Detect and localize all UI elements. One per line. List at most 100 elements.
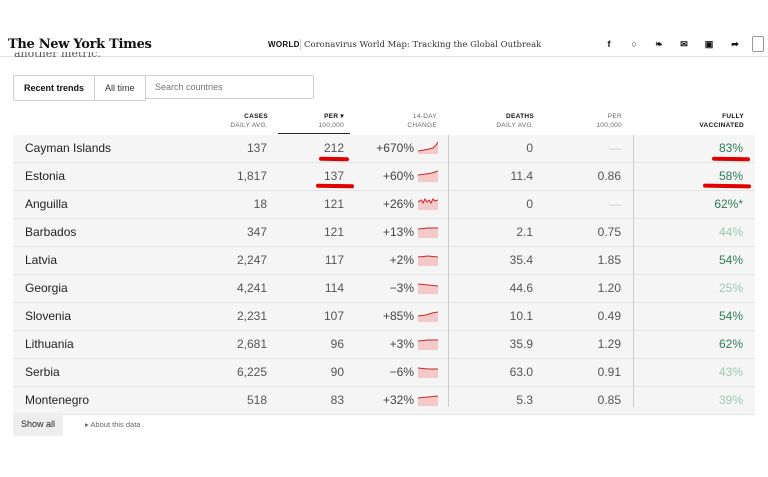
change-cell: +13% [382, 225, 414, 239]
table-row[interactable]: Cayman Islands 137 212 +670% 0 — 83% [13, 135, 755, 163]
country-table: Cayman Islands 137 212 +670% 0 — 83% Estonia 1,… [13, 135, 755, 415]
trend-sparkline [418, 198, 438, 210]
header-fully-vaccinated[interactable]: FULLY VACCINATED [699, 113, 744, 129]
per-100k-cell: 137 [323, 169, 344, 183]
table-row[interactable]: Slovenia 2,231 107 +85% 10.1 0.49 54% [13, 303, 755, 331]
header-cases[interactable]: CASES DAILY AVG. [230, 113, 268, 129]
vaccinated-cell: 83% [718, 141, 743, 155]
column-divider [448, 135, 449, 407]
red-highlight-mark [318, 156, 350, 162]
table-row[interactable]: Anguilla 18 121 +26% 0 — 62%* [13, 191, 755, 219]
change-cell: −3% [389, 281, 414, 295]
country-name: Latvia [25, 253, 58, 267]
deaths-cell: 2.1 [516, 225, 533, 239]
per-100k-cell: 121 [323, 197, 344, 211]
table-row[interactable]: Georgia 4,241 114 −3% 44.6 1.20 25% [13, 275, 755, 303]
vaccinated-cell: 62% [718, 337, 743, 351]
trend-sparkline [418, 395, 438, 406]
header-14day-change[interactable]: 14-DAY CHANGE [407, 113, 437, 129]
about-data-link[interactable]: ▸ About this data [85, 420, 141, 429]
deaths-cell: 5.3 [516, 393, 533, 407]
trend-sparkline [418, 142, 438, 154]
page-headline: Coronavirus World Map: Tracking the Glob… [304, 40, 542, 50]
tab-all-time[interactable]: All time [105, 83, 135, 93]
trend-sparkline [418, 311, 438, 322]
country-name: Anguilla [25, 197, 68, 211]
nyt-logo[interactable]: The New York Times [8, 37, 152, 52]
deaths-per-100k-cell: 1.85 [597, 253, 621, 267]
deaths-cell: 0 [526, 141, 533, 155]
deaths-cell: 11.4 [510, 169, 533, 183]
deaths-per-100k-cell: — [609, 197, 621, 211]
vaccinated-cell: 54% [718, 309, 743, 323]
email-icon[interactable]: ✉ [680, 39, 688, 49]
per-100k-cell: 114 [324, 281, 344, 295]
table-row[interactable]: Barbados 347 121 +13% 2.1 0.75 44% [13, 219, 755, 247]
change-cell: +2% [389, 253, 414, 267]
facebook-icon[interactable]: f [607, 39, 611, 49]
cases-cell: 347 [246, 225, 267, 239]
trend-sparkline [418, 283, 438, 294]
vaccinated-cell: 54% [718, 253, 743, 267]
cases-cell: 2,231 [236, 309, 267, 323]
trend-sparkline [418, 339, 438, 350]
deaths-cell: 35.4 [509, 253, 533, 267]
section-label[interactable]: WORLD [268, 40, 300, 49]
column-divider [633, 135, 634, 407]
red-highlight-mark [315, 183, 355, 189]
country-name: Lithuania [25, 337, 74, 351]
per-100k-cell: 212 [323, 141, 344, 155]
table-row[interactable]: Montenegro 518 83 +32% 5.3 0.85 39% [13, 387, 755, 415]
per-100k-cell: 107 [323, 309, 344, 323]
per-100k-cell: 117 [324, 253, 344, 267]
country-name: Slovenia [25, 309, 72, 323]
search-input[interactable] [145, 75, 314, 99]
tab-recent-trends[interactable]: Recent trends [14, 76, 96, 100]
table-row[interactable]: Lithuania 2,681 96 +3% 35.9 1.29 62% [13, 331, 755, 359]
per-100k-cell: 90 [330, 365, 344, 379]
share-icon[interactable]: ➦ [731, 39, 739, 49]
country-name: Montenegro [25, 393, 90, 407]
change-cell: +60% [382, 169, 414, 183]
cases-cell: 1,817 [236, 169, 267, 183]
per-100k-cell: 83 [330, 393, 344, 407]
deaths-per-100k-cell: 0.91 [597, 365, 621, 379]
cases-cell: 2,681 [236, 337, 267, 351]
top-bar: The New York Times WORLD Coronavirus Wor… [0, 0, 768, 57]
per-100k-cell: 96 [330, 337, 344, 351]
table-row[interactable]: Serbia 6,225 90 −6% 63.0 0.91 43% [13, 359, 755, 387]
change-cell: +32% [382, 393, 414, 407]
trend-sparkline [418, 170, 438, 182]
change-cell: −6% [389, 365, 414, 379]
sort-indicator-line [278, 133, 350, 134]
change-cell: +85% [382, 309, 414, 323]
header-divider [300, 39, 301, 50]
trend-sparkline [418, 255, 438, 266]
deaths-cell: 0 [526, 197, 533, 211]
country-name: Georgia [25, 281, 68, 295]
header-deaths-per-100k[interactable]: PER 100,000 [596, 113, 622, 129]
table-row[interactable]: Estonia 1,817 137 +60% 11.4 0.86 58% [13, 163, 755, 191]
gift-icon[interactable]: ▣ [704, 39, 714, 49]
cases-cell: 137 [246, 141, 267, 155]
vaccinated-cell: 43% [718, 365, 743, 379]
vaccinated-cell: 62%* [714, 197, 743, 211]
twitter-icon[interactable]: ❧ [655, 39, 663, 49]
header-deaths[interactable]: DEATHS DAILY AVG. [496, 113, 534, 129]
deaths-per-100k-cell: 0.75 [597, 225, 621, 239]
show-all-button[interactable]: Show all [13, 413, 63, 436]
clipped-intro-text: another metric. [14, 52, 101, 58]
bookmark-icon[interactable] [752, 36, 764, 52]
table-row[interactable]: Latvia 2,247 117 +2% 35.4 1.85 54% [13, 247, 755, 275]
deaths-per-100k-cell: 1.20 [597, 281, 621, 295]
per-100k-cell: 121 [323, 225, 344, 239]
cases-cell: 4,241 [236, 281, 267, 295]
vaccinated-cell: 44% [718, 225, 743, 239]
deaths-per-100k-cell: 0.85 [597, 393, 621, 407]
country-name: Serbia [25, 365, 60, 379]
country-name: Estonia [25, 169, 66, 183]
trend-sparkline [418, 367, 438, 378]
header-per-100k[interactable]: PER ▾ 100,000 [318, 113, 344, 129]
whatsapp-icon[interactable]: ○ [631, 39, 637, 49]
change-cell: +3% [389, 337, 414, 351]
